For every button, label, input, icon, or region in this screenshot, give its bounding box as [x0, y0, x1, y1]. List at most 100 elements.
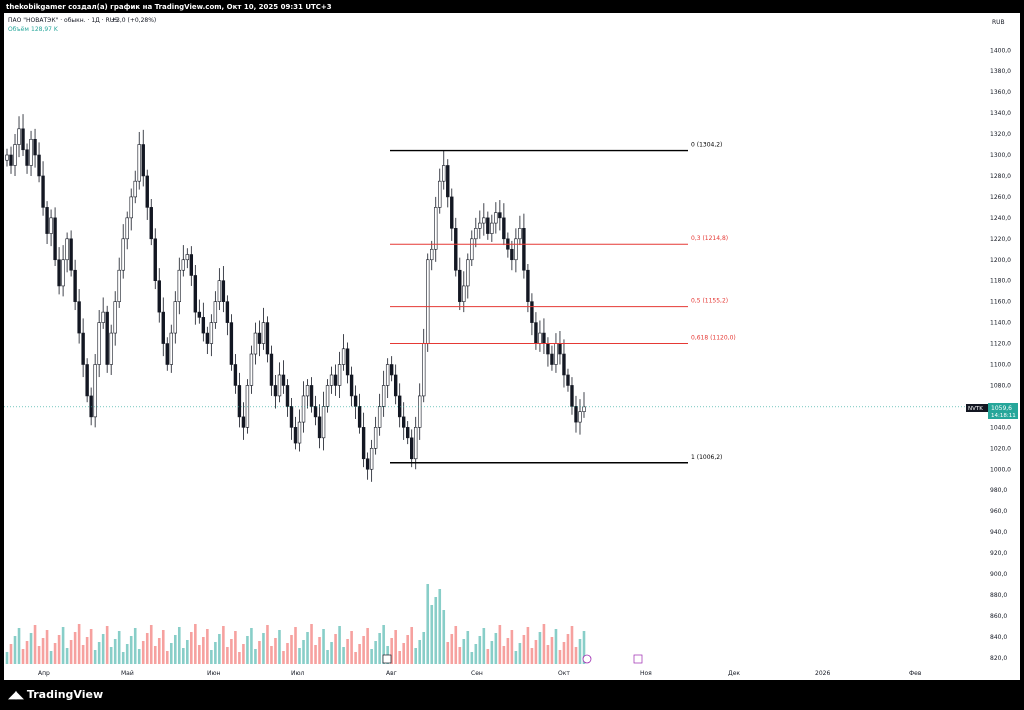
volume-bar	[498, 625, 502, 664]
time-tick-label: Сен	[471, 670, 483, 677]
volume-bar	[262, 633, 265, 664]
candle-up	[137, 144, 141, 182]
volume-bar	[310, 624, 313, 664]
candle-down	[225, 301, 230, 323]
volume-bar	[334, 634, 337, 664]
volume-bar	[314, 645, 317, 664]
candle-down	[141, 144, 145, 177]
candle-down	[405, 427, 410, 439]
volume-bar	[105, 626, 109, 664]
volume-bar	[258, 641, 261, 664]
candle-down	[161, 311, 165, 344]
volume-bar	[81, 645, 85, 664]
volume-bar	[554, 629, 558, 664]
volume-bar	[446, 642, 450, 664]
candle-up	[297, 421, 302, 444]
volume-bar	[242, 644, 245, 664]
volume-bar	[406, 635, 409, 664]
volume-bar	[522, 635, 526, 664]
event-markers[interactable]	[382, 654, 643, 664]
candle-up	[329, 374, 334, 386]
volume-bar	[338, 626, 341, 664]
volume-bar	[77, 624, 81, 664]
candle-up	[5, 154, 9, 161]
volume-bar	[434, 597, 438, 664]
event-marker-icon	[633, 654, 643, 664]
volume-bar	[470, 652, 474, 664]
candle-up	[494, 212, 498, 224]
candle-down	[534, 322, 538, 344]
volume-bar	[322, 629, 325, 664]
volume-bar	[306, 632, 309, 664]
volume-bar	[326, 650, 329, 664]
volume-bar	[458, 647, 462, 664]
volume-bar	[270, 646, 273, 664]
price-tick-label: 940,0	[990, 529, 1007, 536]
candle-down	[401, 416, 406, 428]
candle-down	[89, 395, 93, 418]
volume-bar	[17, 628, 21, 664]
volume-bar	[53, 643, 57, 664]
price-tick-label: 1180,0	[990, 278, 1011, 285]
candle-down	[41, 175, 45, 208]
ticker-tag	[966, 404, 988, 412]
volume-bar	[145, 633, 149, 664]
candle-up	[514, 238, 518, 261]
volume-bar	[202, 637, 205, 664]
fib-retracement: 0 (1304,2) 0,3 (1214,8) 0,5 (1155,2) 0,618 …	[390, 142, 736, 464]
fib-level-label: 0,5 (1155,2)	[691, 298, 728, 305]
price-tick-label: 1260,0	[990, 194, 1011, 201]
volume-bar	[254, 649, 257, 664]
volume-bar	[41, 638, 45, 664]
candle-down	[317, 416, 322, 439]
candle-up	[385, 364, 390, 386]
candle-up	[369, 447, 374, 470]
price-tick-label: 1300,0	[990, 152, 1011, 159]
price-tick-label: 1160,0	[990, 299, 1011, 306]
price-tick-label: 820,0	[990, 655, 1007, 662]
candle-down	[458, 269, 462, 302]
volume-bar	[45, 630, 49, 664]
volume-bar	[426, 584, 430, 664]
candle-up	[426, 259, 430, 344]
volume-bar	[506, 638, 510, 664]
candle-down	[365, 458, 370, 470]
candle-down	[233, 364, 238, 386]
time-tick-label: Окт	[558, 670, 570, 677]
volume-bar	[29, 633, 33, 664]
time-tick-label: Апр	[38, 670, 50, 677]
volume-bar	[370, 649, 373, 664]
candle-down	[570, 385, 574, 407]
candle-up	[133, 180, 137, 198]
candle-up	[482, 217, 486, 224]
volume-bar	[109, 647, 113, 664]
candle-up	[462, 285, 466, 302]
candle-down	[165, 343, 169, 365]
volume-bar	[438, 589, 442, 664]
volume-bar	[374, 641, 377, 664]
candle-down	[566, 374, 570, 386]
volume-bar	[318, 637, 321, 664]
fib-level-label: 0 (1304,2)	[691, 142, 722, 149]
tradingview-logo[interactable]: ◢◣ TradingView	[8, 688, 103, 701]
volume-bar	[518, 643, 522, 664]
candle-down	[193, 275, 198, 313]
price-tag-value: 1059,6	[991, 405, 1012, 412]
candle-up	[113, 301, 117, 334]
volume-bar	[530, 648, 534, 664]
time-axis: Апр Май Июн Июл Авг Сен Окт Ноя Дек 2026 Фев	[38, 670, 922, 677]
candle-up	[474, 228, 478, 240]
tradingview-logo-icon: ◢◣	[8, 688, 24, 701]
volume-bar	[194, 624, 197, 664]
volume-bar	[478, 636, 482, 664]
candle-down	[546, 343, 550, 355]
candle-up	[169, 332, 173, 365]
candle-up	[185, 254, 190, 261]
candle-up	[129, 196, 133, 219]
candle-up	[109, 332, 113, 365]
candle-up	[478, 222, 482, 229]
candle-up	[173, 301, 177, 334]
volume-bar	[49, 651, 53, 664]
volume-bar	[73, 632, 77, 664]
